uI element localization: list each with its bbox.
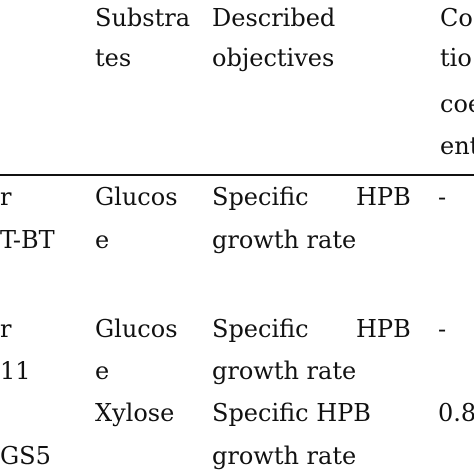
row2-objective-word2: HPB [356,315,411,343]
row3-objective-line1: Specific HPB [212,399,371,427]
header-corr-line3: coe [440,90,474,118]
header-substrates-line2: tes [95,44,132,72]
row2-substrate-line2: e [95,357,110,385]
row2-substrate-line1: Glucos [95,315,178,343]
row3-objective-line2: growth rate [212,442,357,470]
row2-objective-line2: growth rate [212,357,357,385]
row1-objective-word2: HPB [356,183,411,211]
row2-strain-line2: 11 [0,357,31,385]
row1-substrate-line1: Glucos [95,183,178,211]
row1-value: - [438,183,447,211]
row3-substrate: Xylose [95,399,175,427]
header-objectives-line1: Described [212,4,336,32]
header-corr-line2: tio [440,44,472,72]
row2-strain-line1: r [0,315,12,343]
row1-objective-word1: Specific [212,183,309,211]
header-corr-line1: Co [440,4,473,32]
row2-value: - [438,315,447,343]
row1-substrate-line2: e [95,226,110,254]
row3-strain: GS5 [0,442,51,470]
header-substrates-line1: Substra [95,4,191,32]
header-corr-line4: ent [440,132,474,160]
header-objectives-line2: objectives [212,44,335,72]
row1-strain-line2: T-BT [0,226,55,254]
row1-objective-line2: growth rate [212,226,357,254]
row1-strain-line1: r [0,183,12,211]
row3-value: 0.8 [438,399,474,427]
header-rule [0,174,474,176]
row2-objective-word1: Specific [212,315,309,343]
